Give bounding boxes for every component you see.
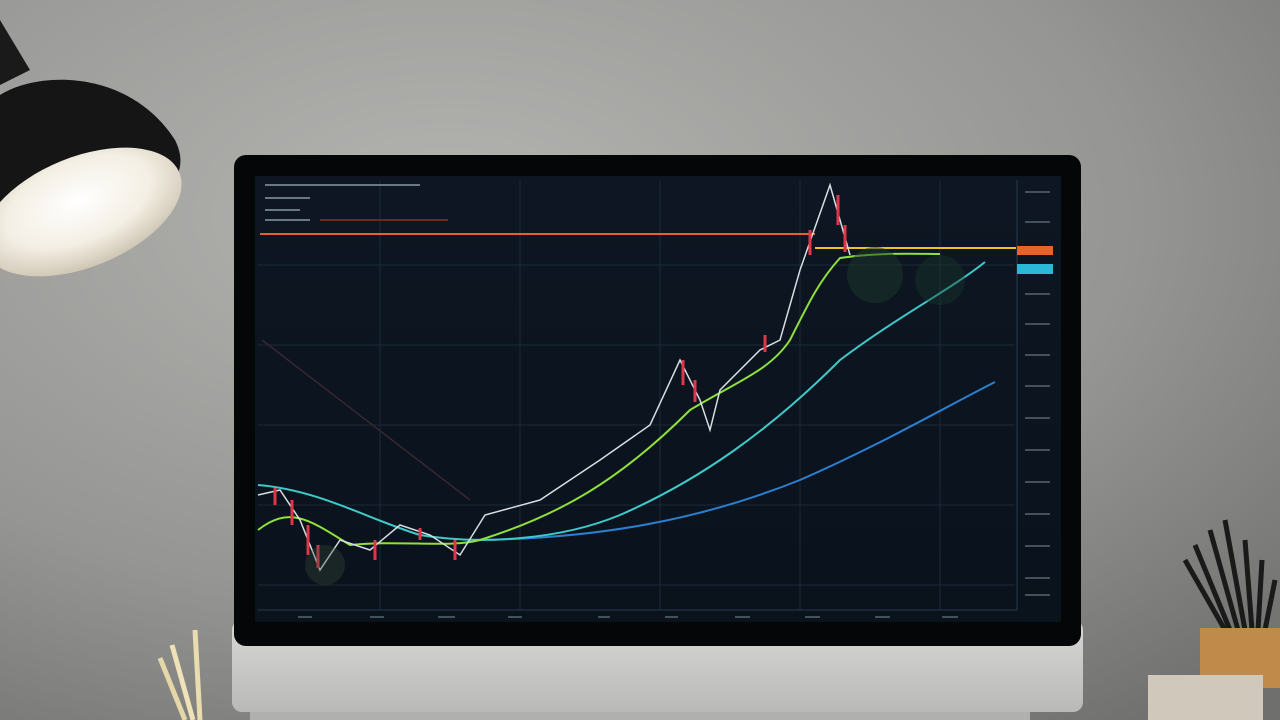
lamp-light [0, 147, 182, 277]
screen [255, 176, 1061, 622]
brush-cup [1148, 519, 1280, 720]
price-tag [1017, 246, 1053, 255]
price-candles [257, 182, 851, 572]
trading-chart [257, 180, 1053, 618]
grid [258, 180, 1018, 611]
price-tag [1017, 264, 1053, 274]
y-axis-blur [1025, 191, 1050, 596]
glow [915, 255, 965, 305]
pencil [169, 644, 196, 720]
red-candles [273, 195, 847, 568]
trend-line [261, 339, 471, 501]
glow [305, 545, 345, 585]
pencil [157, 657, 188, 720]
glow [847, 247, 903, 303]
desk-lamp [0, 20, 182, 277]
moving-average-fast [257, 252, 941, 547]
moving-average-slow [479, 381, 996, 541]
pencils [157, 629, 203, 720]
block [1148, 675, 1263, 720]
moving-average-mid [257, 261, 986, 541]
pencil [192, 629, 203, 720]
monitor [232, 155, 1083, 720]
brushes [1182, 519, 1278, 632]
header-blur [265, 184, 448, 221]
lamp-arm [0, 20, 30, 85]
